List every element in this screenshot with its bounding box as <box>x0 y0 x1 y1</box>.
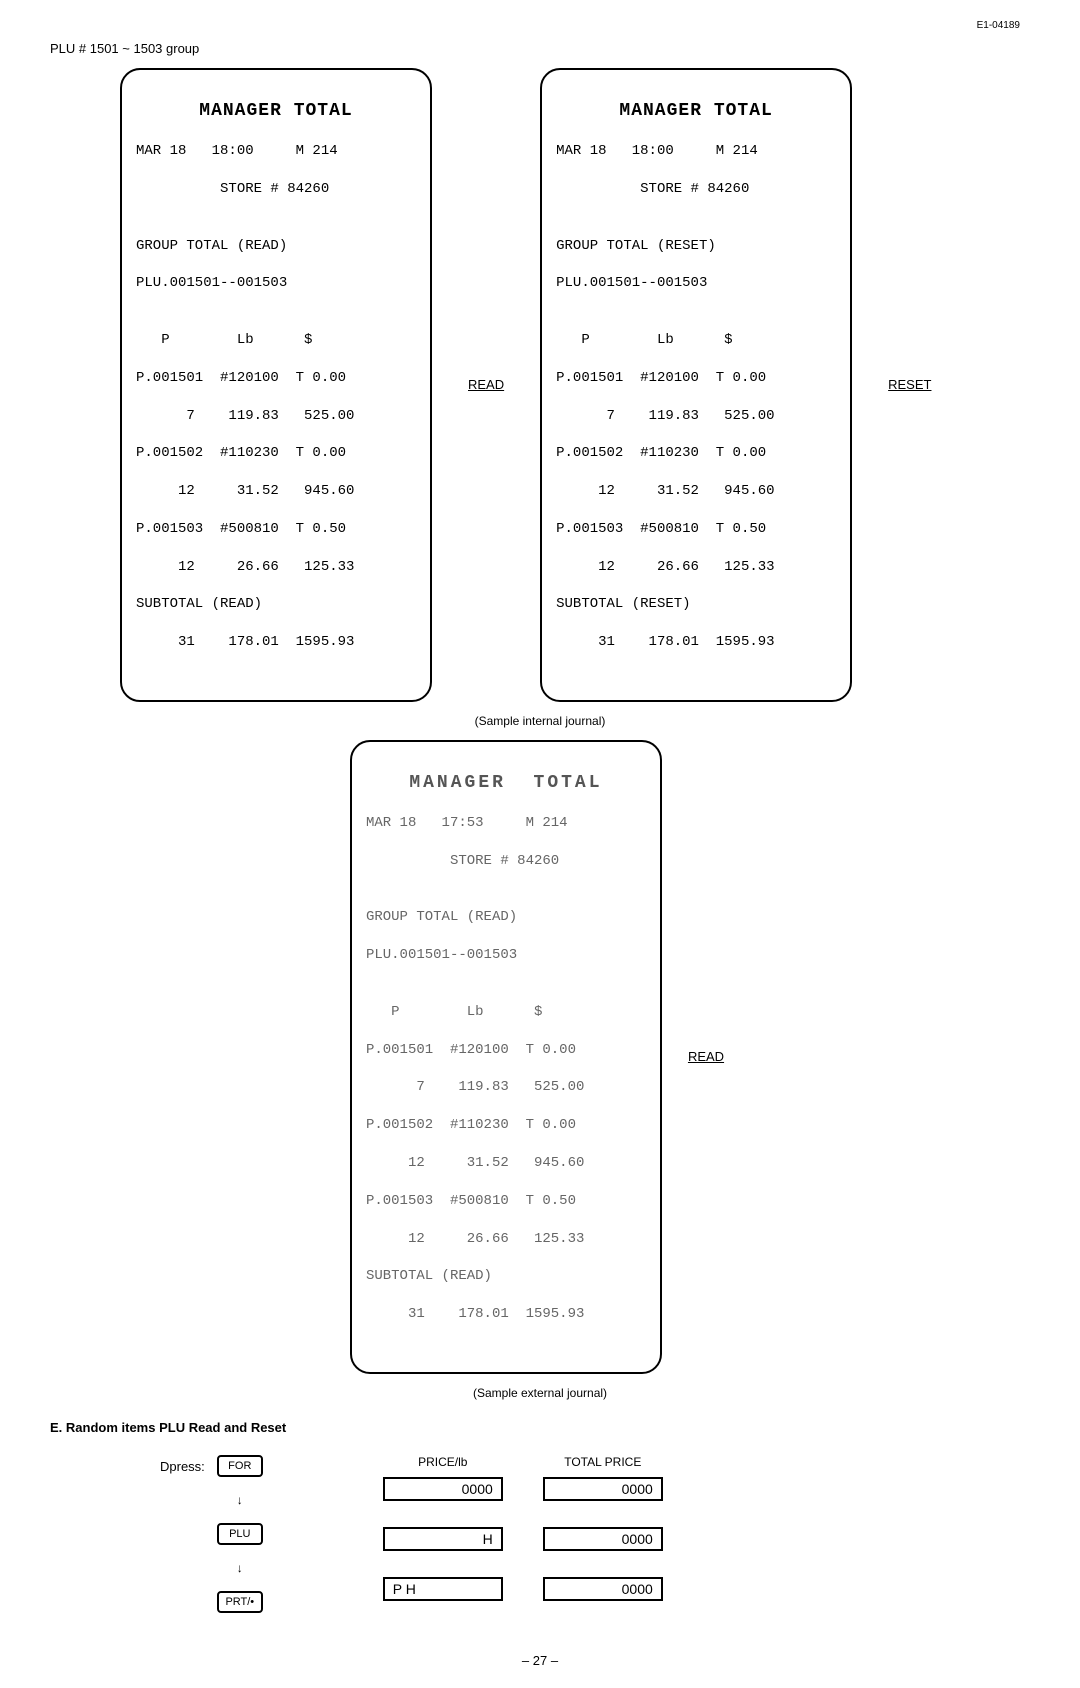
text: P Lb $ <box>556 331 836 350</box>
text: SUBTOTAL (READ) <box>366 1267 646 1286</box>
price-display-3: P H <box>383 1577 503 1601</box>
caption-external: (Sample external journal) <box>40 1386 1040 1400</box>
text: 31 178.01 1595.93 <box>366 1305 646 1324</box>
text: P Lb $ <box>136 331 416 350</box>
prt-button[interactable]: PRT/• <box>217 1591 263 1613</box>
arrow-down-icon: ↓ <box>237 1561 243 1575</box>
receipt-read-title: MANAGER TOTAL <box>136 99 416 123</box>
text: P.001502 #110230 T 0.00 <box>366 1116 646 1135</box>
text: P Lb $ <box>366 1003 646 1022</box>
text: P.001501 #120100 T 0.00 <box>556 369 836 388</box>
display-group: PRICE/lb 0000 H P H TOTAL PRICE 0000 000… <box>383 1455 663 1613</box>
text: PLU.001501--001503 <box>366 946 646 965</box>
total-display-2: 0000 <box>543 1527 663 1551</box>
text: P.001501 #120100 T 0.00 <box>136 369 416 388</box>
price-display-1: 0000 <box>383 1477 503 1501</box>
price-display-2: H <box>383 1527 503 1551</box>
text: SUBTOTAL (READ) <box>136 595 416 614</box>
heading: PLU # 1501 ~ 1503 group <box>50 41 1040 56</box>
text: MAR 18 18:00 M 214 <box>556 142 836 161</box>
text: 12 26.66 125.33 <box>556 558 836 577</box>
text: SUBTOTAL (RESET) <box>556 595 836 614</box>
text: PLU.001501--001503 <box>136 274 416 293</box>
caption-internal: (Sample internal journal) <box>40 714 1040 728</box>
text: 12 31.52 945.60 <box>136 482 416 501</box>
text: 12 31.52 945.60 <box>366 1154 646 1173</box>
text: GROUP TOTAL (READ) <box>366 908 646 927</box>
text: STORE # 84260 <box>136 180 416 199</box>
receipt-read: MANAGER TOTAL MAR 18 18:00 M 214 STORE #… <box>120 68 432 702</box>
text: GROUP TOTAL (RESET) <box>556 237 836 256</box>
section-e-title: E. Random items PLU Read and Reset <box>50 1420 1040 1435</box>
journal-block: MANAGER TOTAL MAR 18 17:53 M 214 STORE #… <box>40 740 1040 1374</box>
text: P.001503 #500810 T 0.50 <box>366 1192 646 1211</box>
text: P.001503 #500810 T 0.50 <box>556 520 836 539</box>
doc-id: E1-04189 <box>40 20 1020 31</box>
receipts-row: MANAGER TOTAL MAR 18 18:00 M 214 STORE #… <box>120 68 1040 702</box>
text: MAR 18 18:00 M 214 <box>136 142 416 161</box>
text: STORE # 84260 <box>366 852 646 871</box>
text: PLU.001501--001503 <box>556 274 836 293</box>
text: 31 178.01 1595.93 <box>136 633 416 652</box>
total-display-1: 0000 <box>543 1477 663 1501</box>
text: 12 26.66 125.33 <box>136 558 416 577</box>
price-header: PRICE/lb <box>418 1455 467 1469</box>
text: P.001503 #500810 T 0.50 <box>136 520 416 539</box>
for-button[interactable]: FOR <box>217 1455 263 1477</box>
reset-label: RESET <box>888 377 931 392</box>
text: 12 26.66 125.33 <box>366 1230 646 1249</box>
plu-button[interactable]: PLU <box>217 1523 263 1545</box>
text: P.001502 #110230 T 0.00 <box>556 444 836 463</box>
receipt-reset: MANAGER TOTAL MAR 18 18:00 M 214 STORE #… <box>540 68 852 702</box>
text: 31 178.01 1595.93 <box>556 633 836 652</box>
text: P.001502 #110230 T 0.00 <box>136 444 416 463</box>
text: GROUP TOTAL (READ) <box>136 237 416 256</box>
text: STORE # 84260 <box>556 180 836 199</box>
text: 7 119.83 525.00 <box>556 407 836 426</box>
total-header: TOTAL PRICE <box>564 1455 641 1469</box>
text: 7 119.83 525.00 <box>366 1078 646 1097</box>
press-label: Dpress: <box>160 1455 205 1474</box>
total-display-3: 0000 <box>543 1577 663 1601</box>
read-label: READ <box>468 377 504 392</box>
journal-read-label: READ <box>688 1049 724 1064</box>
buttons-area: Dpress: FOR ↓ PLU ↓ PRT/• PRICE/lb 0000 … <box>160 1455 1040 1613</box>
receipt-journal: MANAGER TOTAL MAR 18 17:53 M 214 STORE #… <box>350 740 662 1374</box>
arrow-down-icon: ↓ <box>237 1493 243 1507</box>
text: P.001501 #120100 T 0.00 <box>366 1041 646 1060</box>
receipt-journal-title: MANAGER TOTAL <box>366 771 646 795</box>
text: MAR 18 17:53 M 214 <box>366 814 646 833</box>
page-number: – 27 – <box>40 1653 1040 1668</box>
receipt-reset-title: MANAGER TOTAL <box>556 99 836 123</box>
text: 12 31.52 945.60 <box>556 482 836 501</box>
button-column: FOR ↓ PLU ↓ PRT/• <box>217 1455 263 1613</box>
text: 7 119.83 525.00 <box>136 407 416 426</box>
